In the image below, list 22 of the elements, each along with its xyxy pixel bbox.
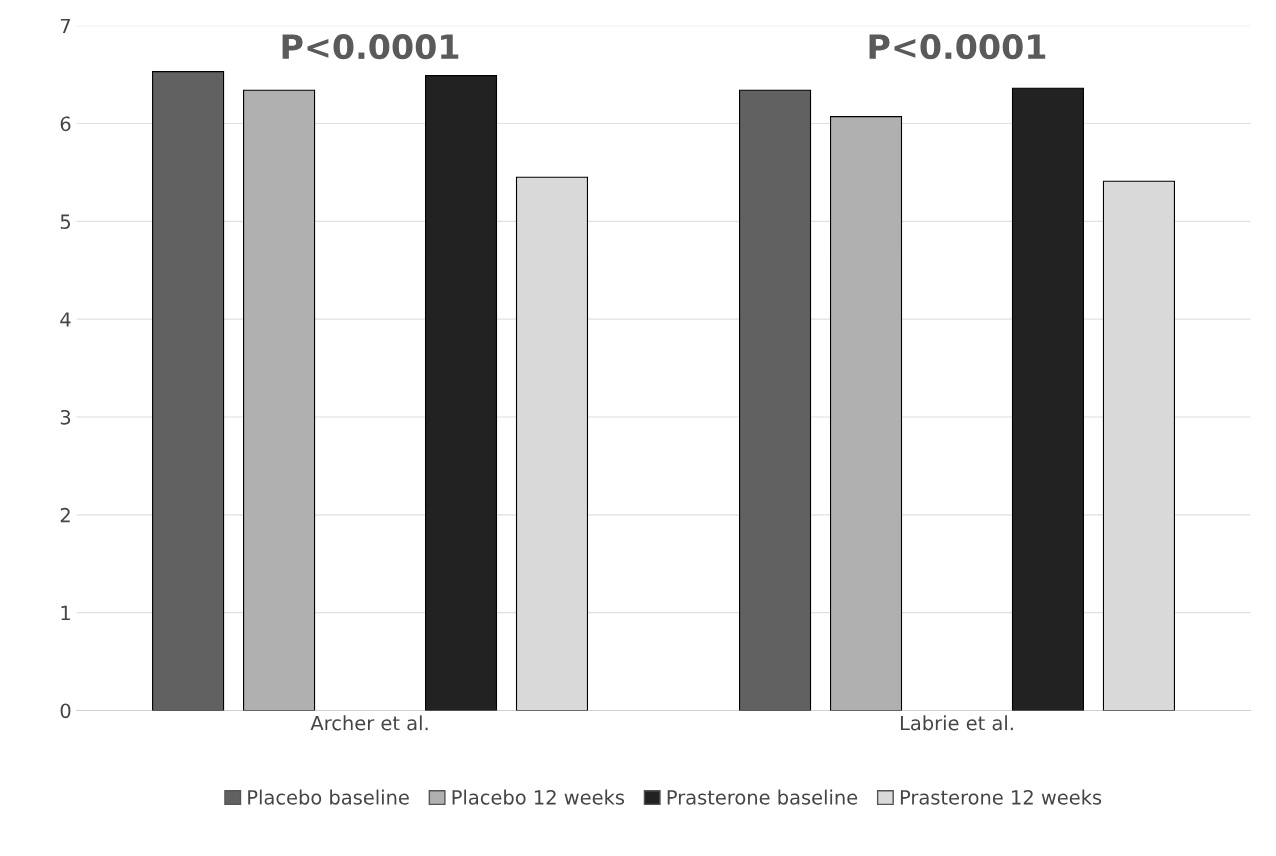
- y-tick-label: 1: [61, 605, 70, 621]
- y-tick-label: 6: [60, 116, 71, 132]
- bar: [739, 89, 812, 711]
- legend-label: Prasterone baseline: [667, 789, 858, 805]
- legend-label: Placebo baseline: [248, 789, 409, 805]
- bar: [152, 71, 225, 711]
- y-tick-label: 3: [60, 409, 71, 425]
- annotation: P<0.0001: [282, 34, 459, 60]
- y-tick-label: 4: [60, 312, 71, 327]
- y-tick-label: 0: [60, 703, 71, 719]
- legend-label: Prasterone 12 weeks: [900, 789, 1102, 805]
- bar: [829, 116, 903, 711]
- bar: [1011, 87, 1085, 711]
- y-tick-label: 7: [60, 18, 71, 34]
- bar: [243, 89, 316, 711]
- legend-label: Placebo 12 weeks: [452, 789, 625, 805]
- y-tick-label: 5: [60, 214, 70, 229]
- x-tick-label: Labrie et al.: [900, 715, 1013, 731]
- annotation: P<0.0001: [869, 34, 1046, 60]
- x-tick-label: Archer et al.: [310, 715, 428, 731]
- y-tick-label: 2: [60, 507, 70, 523]
- bar: [424, 75, 498, 711]
